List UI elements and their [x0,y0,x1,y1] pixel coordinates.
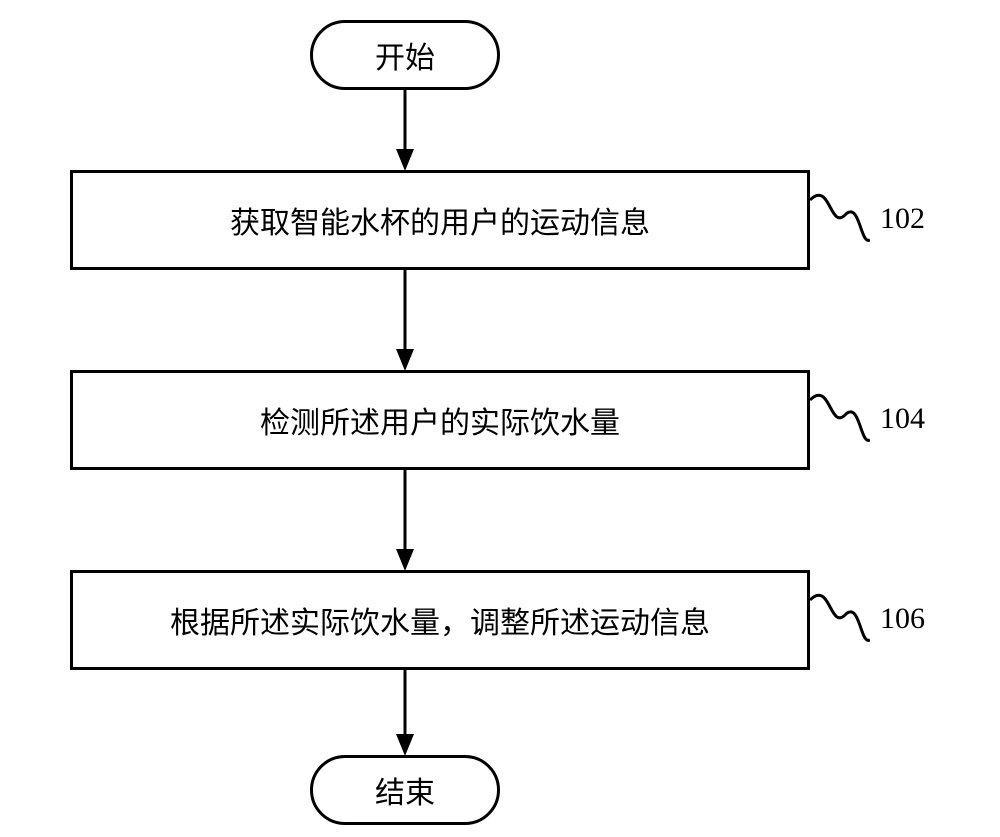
process-102-label: 获取智能水杯的用户的运动信息 [230,198,650,242]
process-106-label: 根据所述实际饮水量，调整所述运动信息 [170,598,710,642]
process-104: 检测所述用户的实际饮水量 [70,370,810,470]
squiggle-102 [810,190,870,250]
process-106: 根据所述实际饮水量，调整所述运动信息 [70,570,810,670]
process-102: 获取智能水杯的用户的运动信息 [70,170,810,270]
process-104-label: 检测所述用户的实际饮水量 [260,398,620,442]
end-label: 结束 [375,768,435,812]
step-label-104: 104 [880,402,925,436]
start-node: 开始 [310,20,500,90]
squiggle-104 [810,390,870,450]
step-label-102: 102 [880,202,925,236]
start-label: 开始 [375,33,435,77]
step-label-106: 106 [880,602,925,636]
flowchart-canvas: 开始 获取智能水杯的用户的运动信息 102 检测所述用户的实际饮水量 104 根… [0,0,1000,837]
squiggle-106 [810,590,870,650]
end-node: 结束 [310,755,500,825]
